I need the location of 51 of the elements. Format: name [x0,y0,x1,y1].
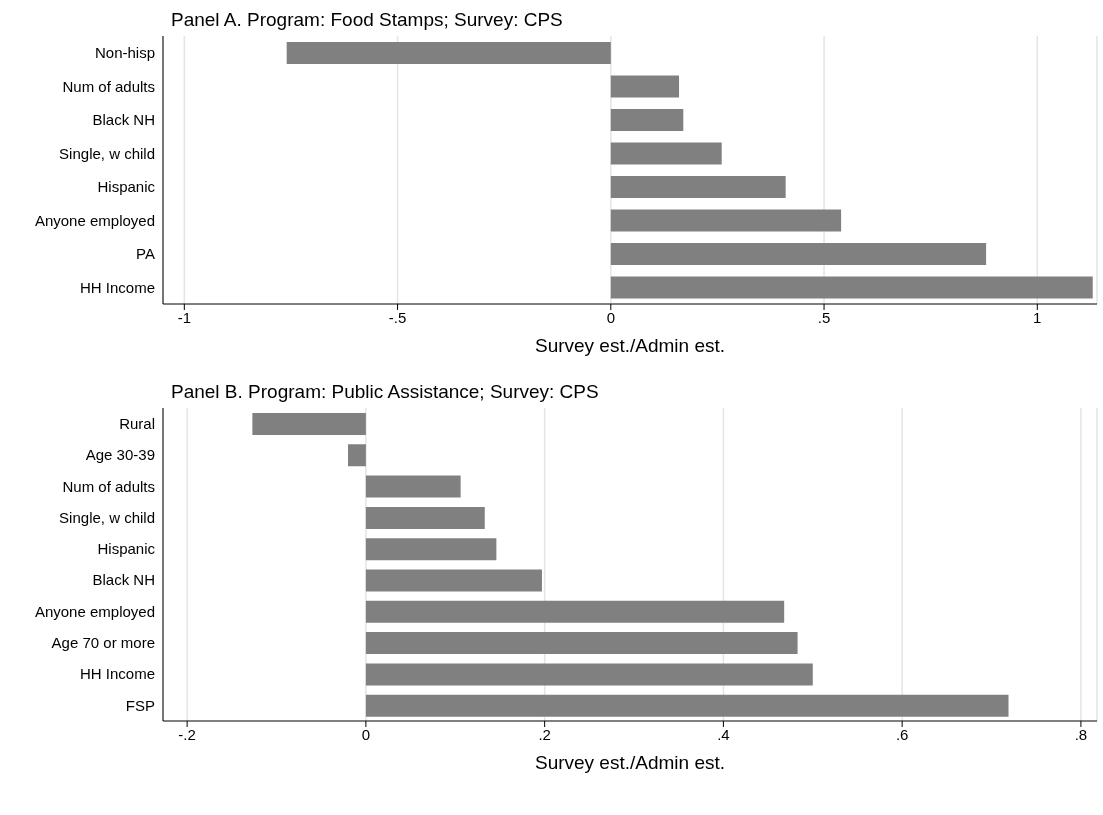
y-tick-label: Black NH [92,111,155,129]
bar [286,42,611,64]
bar [610,209,842,232]
y-tick-label: Anyone employed [34,602,155,620]
bar [365,663,813,686]
y-tick-label: Non-hisp [94,44,155,62]
y-tick-label: Num of adults [62,77,155,95]
bar [365,475,461,498]
bar [610,142,722,165]
x-tick-label: 0 [606,308,615,326]
bar [610,276,1093,299]
x-tick-label: .2 [538,725,551,743]
y-tick-label: PA [136,245,155,263]
y-tick-label: Age 70 or more [51,634,155,652]
bar [365,632,798,655]
y-tick-label: Black NH [92,571,155,589]
x-tick-label: .6 [895,725,909,743]
bar [252,413,366,435]
y-tick-label: Age 30-39 [85,446,155,464]
x-tick-label: .5 [817,308,831,326]
bar [610,109,684,131]
bar [348,444,366,467]
bar [610,176,786,198]
y-tick-label: HH Income [79,665,155,683]
x-tick-label: -.5 [388,308,407,326]
x-axis-title: Survey est./Admin est. [534,752,726,773]
x-tick-label: -.2 [178,725,196,743]
x-tick-label: -1 [177,308,191,326]
chart-title: Panel B. Program: Public Assistance; Survey: CPS [171,380,600,404]
y-tick-label: Single, w child [59,508,155,526]
y-tick-label: HH Income [79,278,155,296]
x-tick-label: 1 [1033,308,1042,326]
y-tick-label: Hispanic [97,178,156,196]
x-tick-label: .4 [717,725,730,743]
y-tick-label: Anyone employed [34,211,155,229]
x-tick-label: .8 [1074,725,1088,743]
y-tick-label: Hispanic [97,540,156,558]
x-tick-label: 0 [361,725,371,743]
y-tick-label: Rural [119,414,155,432]
chart-title: Panel A. Program: Food Stamps; Survey: CPS [171,8,564,32]
bar [365,569,542,592]
y-tick-label: FSP [125,696,155,714]
bar [365,600,785,623]
x-axis-title: Survey est./Admin est. [534,335,726,356]
bar [365,538,497,561]
bar [610,75,680,98]
y-tick-label: Single, w child [59,144,155,162]
bar [365,506,485,529]
y-tick-label: Num of adults [62,477,155,495]
bar [365,694,1009,717]
bar [610,243,987,265]
